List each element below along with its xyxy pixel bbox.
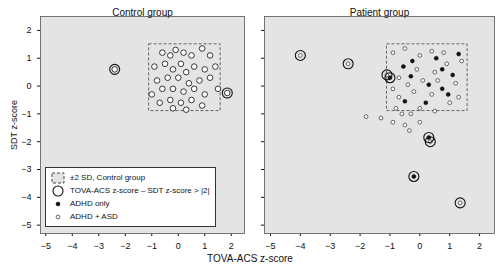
svg-text:−2: −2 <box>21 137 31 147</box>
svg-text:−4: −4 <box>295 241 305 251</box>
svg-text:1: 1 <box>202 241 207 251</box>
svg-text:1: 1 <box>447 241 452 251</box>
svg-text:−2: −2 <box>120 241 130 251</box>
svg-text:0: 0 <box>176 241 181 251</box>
svg-text:Patient group: Patient group <box>350 7 410 18</box>
svg-text:SDT z-score: SDT z-score <box>9 100 19 150</box>
svg-text:0: 0 <box>417 241 422 251</box>
svg-text:−1: −1 <box>385 241 395 251</box>
svg-text:1: 1 <box>26 53 31 63</box>
svg-text:2: 2 <box>477 241 482 251</box>
html-text:TOVA-ACS z-score: TOVA-ACS z-score <box>207 253 293 264</box>
svg-text:−4: −4 <box>21 192 31 202</box>
svg-text:−5: −5 <box>41 241 51 251</box>
svg-text:−3: −3 <box>325 241 335 251</box>
svg-text:−3: −3 <box>21 164 31 174</box>
svg-text:−1: −1 <box>21 109 31 119</box>
html-text:±2 SD, Control group: ±2 SD, Control group <box>70 173 146 182</box>
svg-text:−2: −2 <box>355 241 365 251</box>
svg-text:−1: −1 <box>147 241 157 251</box>
html-text:ADHD only: ADHD only <box>70 199 110 208</box>
svg-text:−5: −5 <box>265 241 275 251</box>
svg-text:−3: −3 <box>94 241 104 251</box>
svg-text:−5: −5 <box>21 220 31 230</box>
svg-text:2: 2 <box>229 241 234 251</box>
svg-text:Control group: Control group <box>112 7 173 18</box>
html-text:TOVA-ACS z-score – SDT z-score: TOVA-ACS z-score – SDT z-score > |2| <box>70 186 210 195</box>
html-text:ADHD + ASD: ADHD + ASD <box>70 212 118 221</box>
svg-text:−4: −4 <box>67 241 77 251</box>
svg-text:0: 0 <box>26 81 31 91</box>
svg-text:2: 2 <box>26 25 31 35</box>
